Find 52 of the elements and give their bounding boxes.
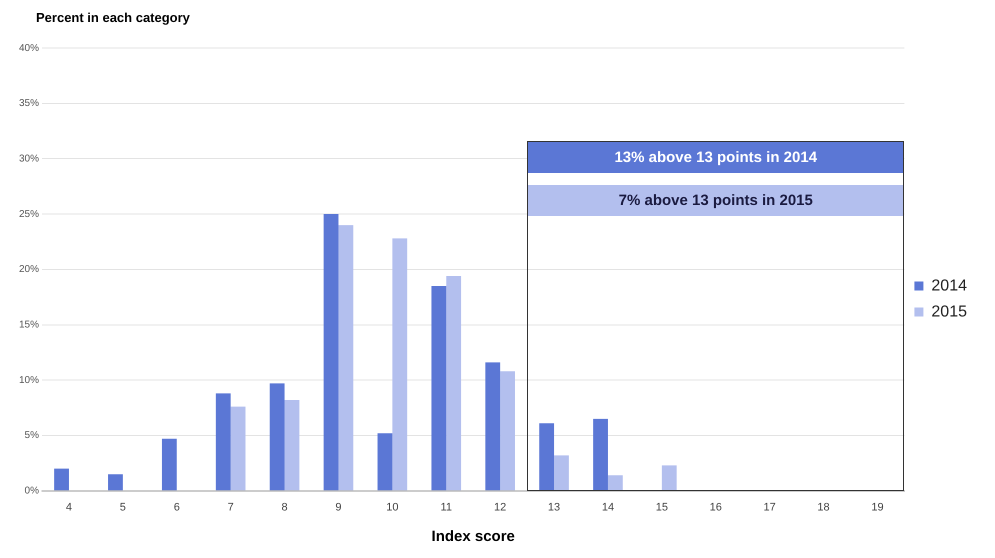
bar: [608, 475, 623, 490]
bar: [230, 406, 246, 490]
x-tick-label: 12: [494, 501, 506, 514]
x-tick-label: 6: [174, 501, 180, 514]
y-tick-label: 30%: [19, 153, 40, 164]
bar: [593, 418, 608, 490]
y-tick-label: 0%: [24, 486, 40, 497]
bar: [54, 468, 69, 490]
legend-label: 2015: [931, 303, 968, 320]
callout-frame: 13% above 13 points in 2014 7% above 13 points in 2015: [527, 140, 904, 491]
bar: [324, 214, 338, 490]
bar: [338, 225, 354, 490]
bar: [284, 400, 300, 490]
x-axis-title: Index score: [432, 528, 515, 546]
y-tick-label: 5%: [24, 430, 40, 442]
annotation: 13% above 13 points in 2014: [528, 142, 904, 173]
x-tick-label: 13: [548, 501, 560, 514]
bar: [662, 465, 677, 490]
legend-label: 2014: [931, 277, 968, 294]
x-tick-label: 16: [710, 501, 722, 514]
x-tick-label: 14: [602, 501, 614, 514]
y-tick-label: 10%: [19, 374, 40, 386]
y-tick-label: 20%: [19, 264, 40, 276]
bar: [392, 238, 408, 490]
bar: [108, 474, 123, 490]
bar: [485, 362, 500, 490]
x-tick-label: 10: [386, 501, 398, 514]
x-tick-label: 5: [120, 501, 126, 514]
bar: [216, 393, 231, 490]
bar: [500, 371, 515, 490]
x-tick-label: 9: [335, 501, 342, 514]
x-tick-label: 19: [871, 501, 884, 514]
x-tick-label: 8: [282, 501, 288, 514]
annotation: 7% above 13 points in 2015: [528, 184, 904, 216]
bar: [446, 276, 462, 490]
bar: [270, 383, 285, 490]
bar: [431, 286, 446, 490]
bar: [162, 438, 177, 490]
x-tick-label: 15: [656, 501, 668, 514]
x-tick-label: 17: [764, 501, 776, 514]
bar: [554, 455, 569, 490]
y-tick-label: 40%: [19, 42, 40, 54]
y-tick-label: 25%: [19, 208, 40, 220]
x-tick-label: 18: [817, 501, 830, 514]
x-tick-label: 11: [440, 501, 452, 514]
x-tick-label: 7: [228, 501, 234, 514]
bar: [539, 423, 554, 490]
y-tick-label: 35%: [19, 98, 40, 110]
x-tick-label: 4: [66, 501, 72, 514]
y-axis-title: Percent in each category: [36, 10, 191, 26]
y-tick-label: 15%: [19, 320, 40, 330]
bar: [378, 433, 392, 490]
